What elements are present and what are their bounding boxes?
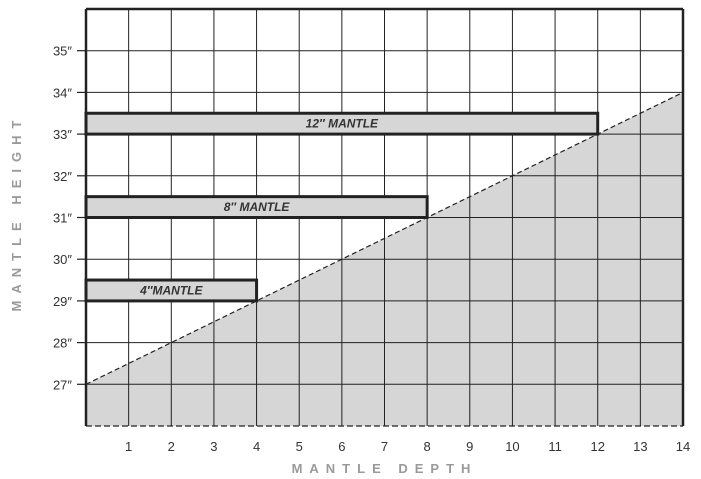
y-tick-label: 31″ xyxy=(53,211,72,226)
x-tick-label: 1 xyxy=(125,439,132,454)
y-tick-label: 35″ xyxy=(53,44,72,59)
y-tick-labels: 27″ 28″ 29″ 30″ 31″ 32″ 33″ 34″ 35″ xyxy=(53,44,86,392)
x-tick-label: 11 xyxy=(548,439,562,454)
mantle-bar-label: 8″ MANTLE xyxy=(224,200,291,214)
grid-lines xyxy=(86,9,683,426)
y-axis-title: MANTLE HEIGHT xyxy=(9,114,24,312)
x-tick-label: 10 xyxy=(505,439,519,454)
clearance-line-layer xyxy=(85,91,684,385)
x-tick-label: 8 xyxy=(424,439,431,454)
x-tick-labels: 1 2 3 4 5 6 7 8 9 10 11 12 13 14 xyxy=(125,439,690,454)
x-tick-label: 5 xyxy=(296,439,303,454)
y-tick-label: 32″ xyxy=(53,169,72,184)
x-tick-label: 9 xyxy=(466,439,473,454)
y-tick-label: 27″ xyxy=(53,377,72,392)
y-tick-label: 30″ xyxy=(53,252,72,267)
x-axis-title: MANTLE DEPTH xyxy=(292,461,478,476)
x-tick-label: 7 xyxy=(381,439,388,454)
x-tick-label: 6 xyxy=(338,439,345,454)
y-tick-label: 33″ xyxy=(53,127,72,142)
x-tick-label: 13 xyxy=(633,439,647,454)
x-tick-label: 14 xyxy=(676,439,690,454)
x-tick-label: 2 xyxy=(168,439,175,454)
y-tick-label: 34″ xyxy=(53,85,72,100)
mantle-bars: 4″MANTLE 8″ MANTLE 12″ MANTLE xyxy=(84,111,600,303)
y-tick-label: 29″ xyxy=(53,294,72,309)
mantle-bar-label: 4″MANTLE xyxy=(139,283,203,297)
x-tick-label: 4 xyxy=(253,439,260,454)
y-tick-label: 28″ xyxy=(53,336,72,351)
x-tick-label: 12 xyxy=(590,439,604,454)
mantle-bar-label: 12″ MANTLE xyxy=(306,117,379,131)
x-tick-label: 3 xyxy=(210,439,217,454)
clearance-line xyxy=(85,91,684,385)
